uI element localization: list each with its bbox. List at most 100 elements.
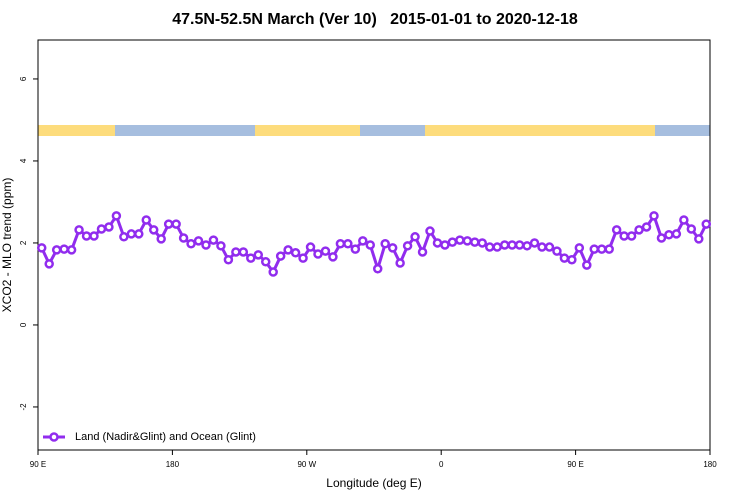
data-point	[186, 239, 196, 249]
data-point	[335, 239, 346, 249]
data-point	[238, 247, 249, 257]
data-point	[283, 245, 293, 255]
y-tick-label: 6	[19, 76, 28, 81]
y-tick-label: -2	[19, 403, 28, 411]
data-point	[656, 233, 667, 243]
data-point	[671, 229, 682, 239]
land-ocean-strip	[38, 125, 710, 136]
data-point	[223, 255, 234, 265]
data-point	[686, 224, 697, 234]
data-point	[320, 246, 331, 256]
legend-label: Land (Nadir&Glint) and Ocean (Glint)	[75, 431, 256, 443]
y-tick-label: 0	[19, 322, 28, 327]
data-point	[111, 211, 122, 221]
data-point	[544, 242, 555, 252]
legend-marker	[49, 432, 59, 442]
data-point	[679, 215, 689, 225]
data-point	[51, 245, 62, 255]
y-axis-label: XCO2 - MLO trend (ppm)	[0, 178, 14, 313]
data-point	[148, 225, 159, 235]
data-point	[559, 253, 570, 263]
data-point	[455, 235, 465, 245]
data-point	[402, 241, 413, 251]
data-point	[163, 219, 174, 229]
data-point	[365, 240, 376, 250]
data-point	[574, 243, 585, 253]
data-point	[89, 231, 99, 241]
data-point	[104, 222, 114, 232]
data-point	[290, 248, 301, 258]
data-point	[447, 237, 458, 247]
data-point	[305, 242, 316, 252]
data-point	[462, 236, 473, 246]
data-point	[328, 252, 338, 262]
data-point	[507, 240, 517, 250]
data-point	[260, 257, 271, 267]
data-point	[275, 251, 286, 261]
data-point	[619, 231, 629, 241]
data-point	[387, 243, 398, 253]
data-point	[193, 236, 204, 246]
data-point	[343, 239, 353, 249]
data-point	[596, 244, 607, 254]
data-point	[484, 242, 495, 252]
chart-title: 47.5N-52.5N March (Ver 10) 2015-01-01 to…	[172, 11, 578, 28]
data-point	[499, 240, 510, 250]
data-point	[417, 247, 428, 257]
data-point	[268, 267, 278, 277]
data-point	[201, 240, 211, 250]
data-point	[350, 244, 361, 254]
data-point	[74, 225, 84, 235]
data-point	[492, 242, 502, 252]
data-point	[216, 241, 226, 251]
x-tick-label: 180	[166, 460, 180, 469]
data-point	[440, 240, 450, 250]
data-point	[626, 231, 637, 241]
data-point	[156, 234, 166, 244]
data-point	[604, 244, 614, 254]
data-point	[59, 244, 69, 254]
x-tick-label: 90 W	[297, 460, 316, 469]
data-point	[395, 258, 405, 268]
x-tick-label: 90 E	[567, 460, 583, 469]
data-point	[410, 232, 420, 242]
data-point	[141, 215, 152, 225]
data-point	[477, 238, 488, 248]
x-axis-label: Longitude (deg E)	[326, 476, 421, 490]
data-point	[246, 253, 256, 263]
y-tick-label: 2	[19, 240, 28, 245]
data-point	[425, 226, 435, 236]
x-tick-label: 90 E	[30, 460, 46, 469]
data-point	[253, 250, 264, 260]
data-point	[36, 243, 47, 253]
data-point	[701, 219, 712, 229]
data-point	[81, 231, 92, 241]
data-point	[649, 211, 659, 221]
data-point	[358, 236, 368, 246]
data-point	[96, 224, 107, 234]
x-tick-label: 180	[703, 460, 717, 469]
data-point	[208, 235, 219, 245]
data-point	[537, 242, 547, 252]
data-point	[470, 237, 480, 247]
data-point	[313, 249, 323, 259]
data-point	[514, 240, 525, 250]
x-tick-label: 0	[439, 460, 444, 469]
data-point	[611, 225, 622, 235]
data-point	[119, 232, 129, 242]
data-point	[522, 241, 532, 251]
y-tick-label: 4	[19, 158, 28, 163]
data-point	[432, 238, 443, 248]
data-point	[231, 247, 241, 257]
data-point	[582, 260, 592, 270]
data-point	[178, 233, 189, 243]
data-point	[552, 246, 562, 256]
data-point	[380, 239, 390, 249]
data-point	[171, 219, 181, 229]
data-point	[664, 230, 674, 240]
data-point	[126, 229, 137, 239]
data-point	[589, 244, 600, 254]
data-point	[567, 255, 577, 265]
data-point	[134, 229, 144, 239]
